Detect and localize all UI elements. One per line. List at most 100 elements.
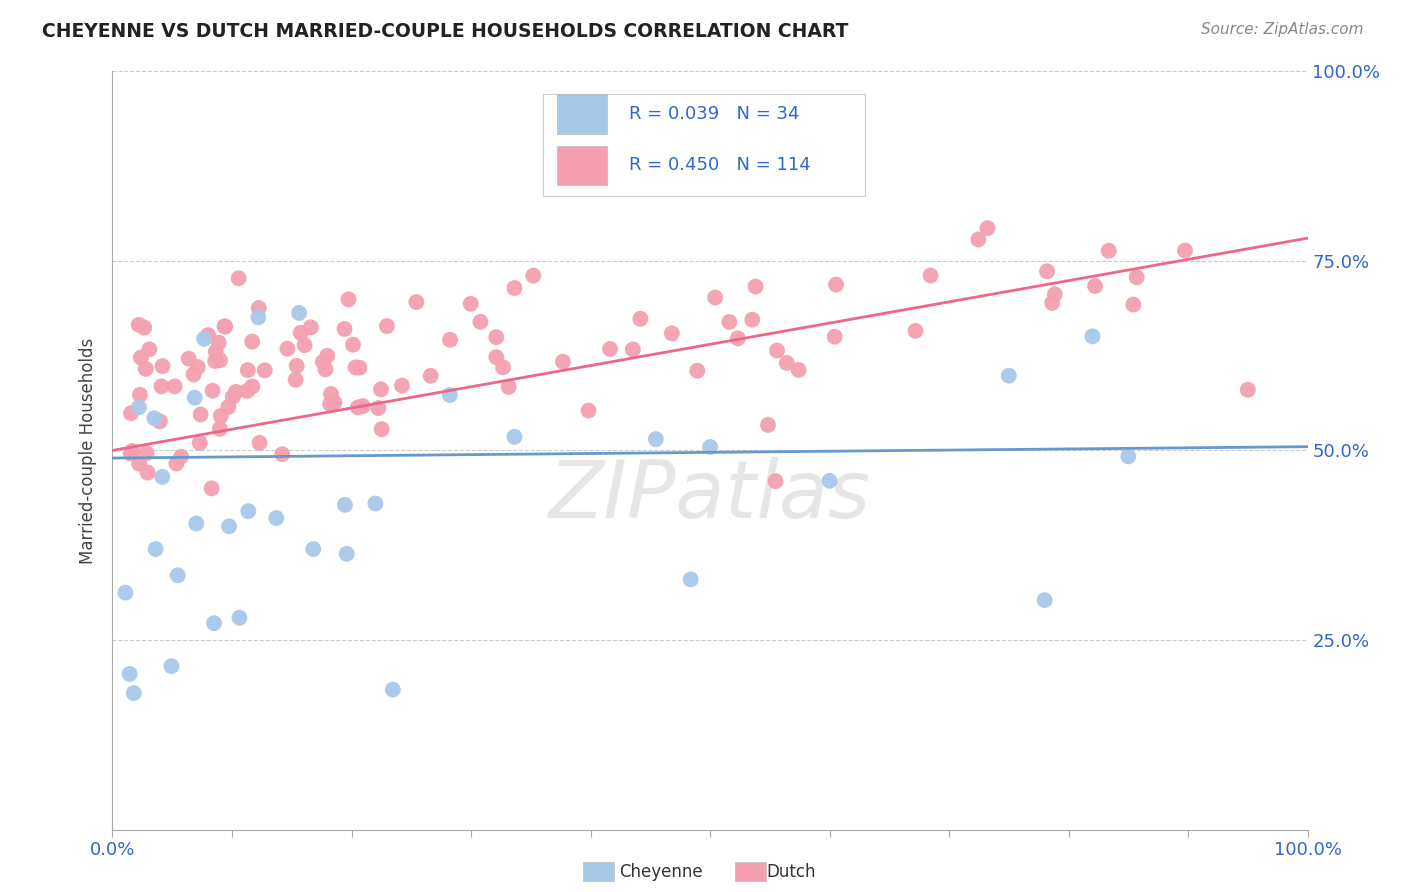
Point <box>766 343 789 358</box>
Point <box>336 547 359 561</box>
Point <box>209 409 232 423</box>
Point <box>333 322 356 336</box>
Point <box>163 379 186 393</box>
Point <box>1125 270 1147 285</box>
Point <box>294 338 316 352</box>
Point <box>135 446 157 460</box>
Point <box>381 682 404 697</box>
Point <box>208 422 231 436</box>
Point <box>628 311 651 326</box>
Point <box>333 498 356 512</box>
Point <box>120 406 142 420</box>
FancyBboxPatch shape <box>543 95 866 196</box>
Point <box>704 291 727 305</box>
Point <box>177 351 200 366</box>
FancyBboxPatch shape <box>557 145 607 186</box>
Point <box>344 360 367 375</box>
Point <box>485 350 508 364</box>
Point <box>276 342 298 356</box>
Point <box>967 232 990 246</box>
Point <box>299 320 322 334</box>
Point <box>1040 296 1063 310</box>
Point <box>228 271 250 285</box>
Point <box>319 397 342 411</box>
Point <box>439 388 461 402</box>
Point <box>998 368 1021 383</box>
Point <box>503 281 526 295</box>
Point <box>367 401 389 415</box>
Point <box>744 279 766 293</box>
Point <box>236 363 259 377</box>
Point <box>578 403 600 417</box>
Point <box>193 332 215 346</box>
Point <box>202 616 225 631</box>
Point <box>756 417 779 432</box>
Point <box>166 568 188 582</box>
Point <box>1118 450 1140 464</box>
Point <box>1237 383 1260 397</box>
Point <box>920 268 942 283</box>
Point <box>621 343 644 357</box>
Point <box>375 319 398 334</box>
Point <box>352 399 374 413</box>
Point <box>214 319 236 334</box>
Point <box>240 334 263 349</box>
Point <box>460 297 482 311</box>
Point <box>1098 244 1121 258</box>
Point <box>718 315 741 329</box>
Point <box>599 342 621 356</box>
Point <box>134 320 156 334</box>
Text: Dutch: Dutch <box>766 863 815 881</box>
Point <box>337 293 360 307</box>
Point <box>661 326 683 341</box>
Point <box>197 328 219 343</box>
Point <box>201 384 224 398</box>
Point <box>498 380 520 394</box>
Point <box>759 155 782 169</box>
Text: R = 0.450   N = 114: R = 0.450 N = 114 <box>628 156 810 174</box>
Point <box>904 324 927 338</box>
Point <box>271 447 294 461</box>
Point <box>135 362 157 376</box>
Point <box>522 268 544 283</box>
Point <box>503 430 526 444</box>
Point <box>118 666 141 681</box>
Point <box>370 382 392 396</box>
Point <box>312 355 335 369</box>
Point <box>160 659 183 673</box>
Point <box>129 388 152 402</box>
Point <box>1084 279 1107 293</box>
Point <box>266 511 288 525</box>
Point <box>288 306 311 320</box>
Point <box>679 573 702 587</box>
FancyBboxPatch shape <box>557 95 607 134</box>
Point <box>128 457 150 471</box>
Point <box>765 474 787 488</box>
Point <box>149 414 172 428</box>
Point <box>364 496 387 510</box>
Point <box>209 353 232 368</box>
Point <box>1122 297 1144 311</box>
Text: Source: ZipAtlas.com: Source: ZipAtlas.com <box>1201 22 1364 37</box>
Point <box>165 457 187 471</box>
Point <box>644 432 666 446</box>
Point <box>143 411 166 425</box>
Point <box>1036 264 1059 278</box>
Point <box>122 686 145 700</box>
Point <box>188 435 211 450</box>
Point <box>129 351 152 365</box>
Point <box>150 379 173 393</box>
Point <box>247 310 270 325</box>
Point <box>190 408 212 422</box>
Point <box>170 450 193 464</box>
Point <box>150 470 173 484</box>
Point <box>114 585 136 599</box>
Point <box>470 315 492 329</box>
Point <box>787 363 810 377</box>
Point <box>204 354 226 368</box>
Point <box>824 329 846 343</box>
Point <box>222 390 245 404</box>
Point <box>818 474 841 488</box>
Point <box>290 326 312 340</box>
Point <box>128 318 150 332</box>
